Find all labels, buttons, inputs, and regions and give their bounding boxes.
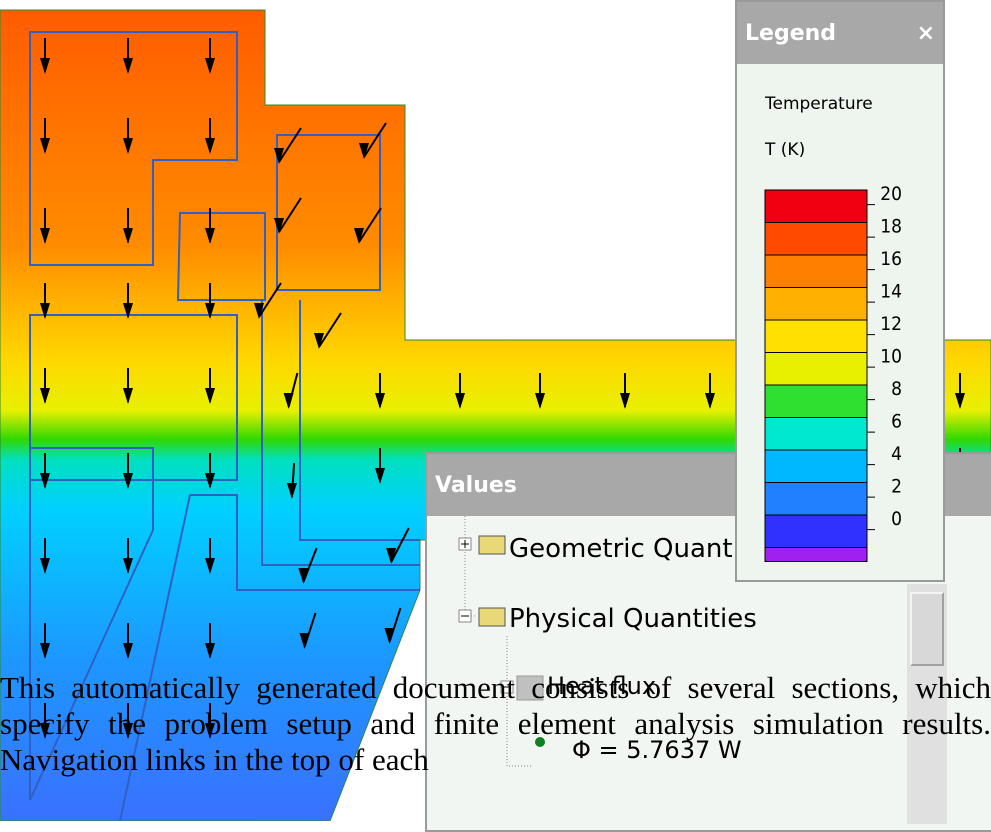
scale-band — [764, 222, 868, 256]
legend-title: Legend — [745, 20, 837, 46]
arrow-head — [40, 303, 50, 319]
tree-lines — [458, 516, 545, 767]
values-title: Values — [435, 472, 517, 498]
arrow-shaft — [363, 122, 387, 158]
scale-label: 6 — [891, 411, 902, 433]
arrow-head — [123, 643, 133, 659]
arrow-head — [123, 58, 133, 74]
arrow-head — [40, 138, 50, 154]
tree-item[interactable]: Physical Quantities — [509, 604, 757, 634]
arrow-head — [40, 643, 50, 659]
arrow-head — [40, 723, 50, 739]
scale-label: 12 — [880, 313, 902, 335]
scale-label: 10 — [880, 346, 902, 368]
arrow-shaft — [390, 527, 410, 563]
scale-label: 16 — [880, 248, 902, 270]
scale-band — [764, 384, 868, 418]
scale-band — [764, 514, 868, 548]
arrow-head — [205, 388, 215, 404]
legend-titlebar: Legend × — [737, 2, 943, 64]
legend-window[interactable]: Legend × Temperature T (K) 20 18 16 14 12 10 8… — [735, 0, 945, 582]
arrow-head — [205, 138, 215, 154]
arrow-head — [123, 303, 133, 319]
arrow-head — [123, 558, 133, 574]
arrow-head — [455, 393, 465, 409]
arrow-shaft — [358, 207, 382, 243]
arrow-head — [40, 58, 50, 74]
arrow-head — [205, 58, 215, 74]
arrow-head — [298, 568, 309, 584]
arrow-head — [205, 228, 215, 244]
scale-band — [764, 482, 868, 516]
legend-unit: T (K) — [765, 140, 806, 160]
arrow-head — [123, 473, 133, 489]
arrow-head — [274, 218, 284, 234]
arrow-head — [535, 393, 545, 409]
scale-label: 20 — [880, 183, 902, 205]
arrow-head — [40, 473, 50, 489]
arrow-head — [955, 393, 965, 409]
close-button[interactable]: × — [916, 20, 935, 46]
arrow-head — [375, 393, 385, 409]
arrow-head — [274, 148, 284, 164]
arrow-shaft — [258, 282, 282, 318]
arrow-shaft — [278, 197, 302, 233]
arrow-head — [384, 628, 395, 644]
scale-label: 14 — [880, 281, 902, 303]
arrow-head — [314, 333, 324, 349]
scale-label: 0 — [891, 508, 902, 530]
tree-item[interactable]: Heat flux — [547, 672, 657, 700]
scale-label: 18 — [880, 216, 902, 238]
arrow-head — [123, 228, 133, 244]
arrow-head — [205, 643, 215, 659]
scale-band — [764, 449, 868, 483]
arrow-head — [254, 303, 264, 319]
arrow-head — [40, 558, 50, 574]
arrow-head — [123, 138, 133, 154]
arrow-head — [283, 393, 294, 409]
arrow-head — [286, 483, 297, 499]
scale-band — [764, 189, 868, 223]
arrow-shaft — [318, 312, 342, 348]
arrow-head — [205, 303, 215, 319]
arrow-head — [205, 558, 215, 574]
arrow-head — [359, 143, 369, 159]
arrow-head — [375, 468, 385, 484]
scale-label: 8 — [891, 378, 902, 400]
scale-band — [764, 254, 868, 288]
scale-band — [764, 417, 868, 451]
arrow-head — [40, 388, 50, 404]
scale-band — [764, 319, 868, 353]
arrow-head — [386, 548, 397, 564]
legend-quantity: Temperature — [765, 94, 873, 114]
region-outlines — [29, 31, 420, 821]
scroll-thumb[interactable] — [910, 592, 944, 666]
arrow-shaft — [278, 127, 302, 163]
arrow-head — [299, 633, 310, 649]
arrow-head — [620, 393, 630, 409]
tree-item[interactable]: Φ = 5.7637 W — [572, 736, 742, 764]
arrow-head — [40, 228, 50, 244]
scrollbar[interactable] — [907, 584, 947, 824]
scale-band — [764, 547, 868, 562]
scale-band — [764, 287, 868, 321]
scale-band — [764, 352, 868, 386]
scale-label: 4 — [891, 443, 902, 465]
arrow-head — [205, 473, 215, 489]
arrow-head — [123, 723, 133, 739]
arrow-head — [205, 723, 215, 739]
arrow-head — [705, 393, 715, 409]
scale-label: 2 — [891, 476, 902, 498]
document-paragraph: This automatically generated document co… — [0, 670, 991, 777]
arrow-head — [354, 228, 364, 244]
arrow-head — [123, 388, 133, 404]
